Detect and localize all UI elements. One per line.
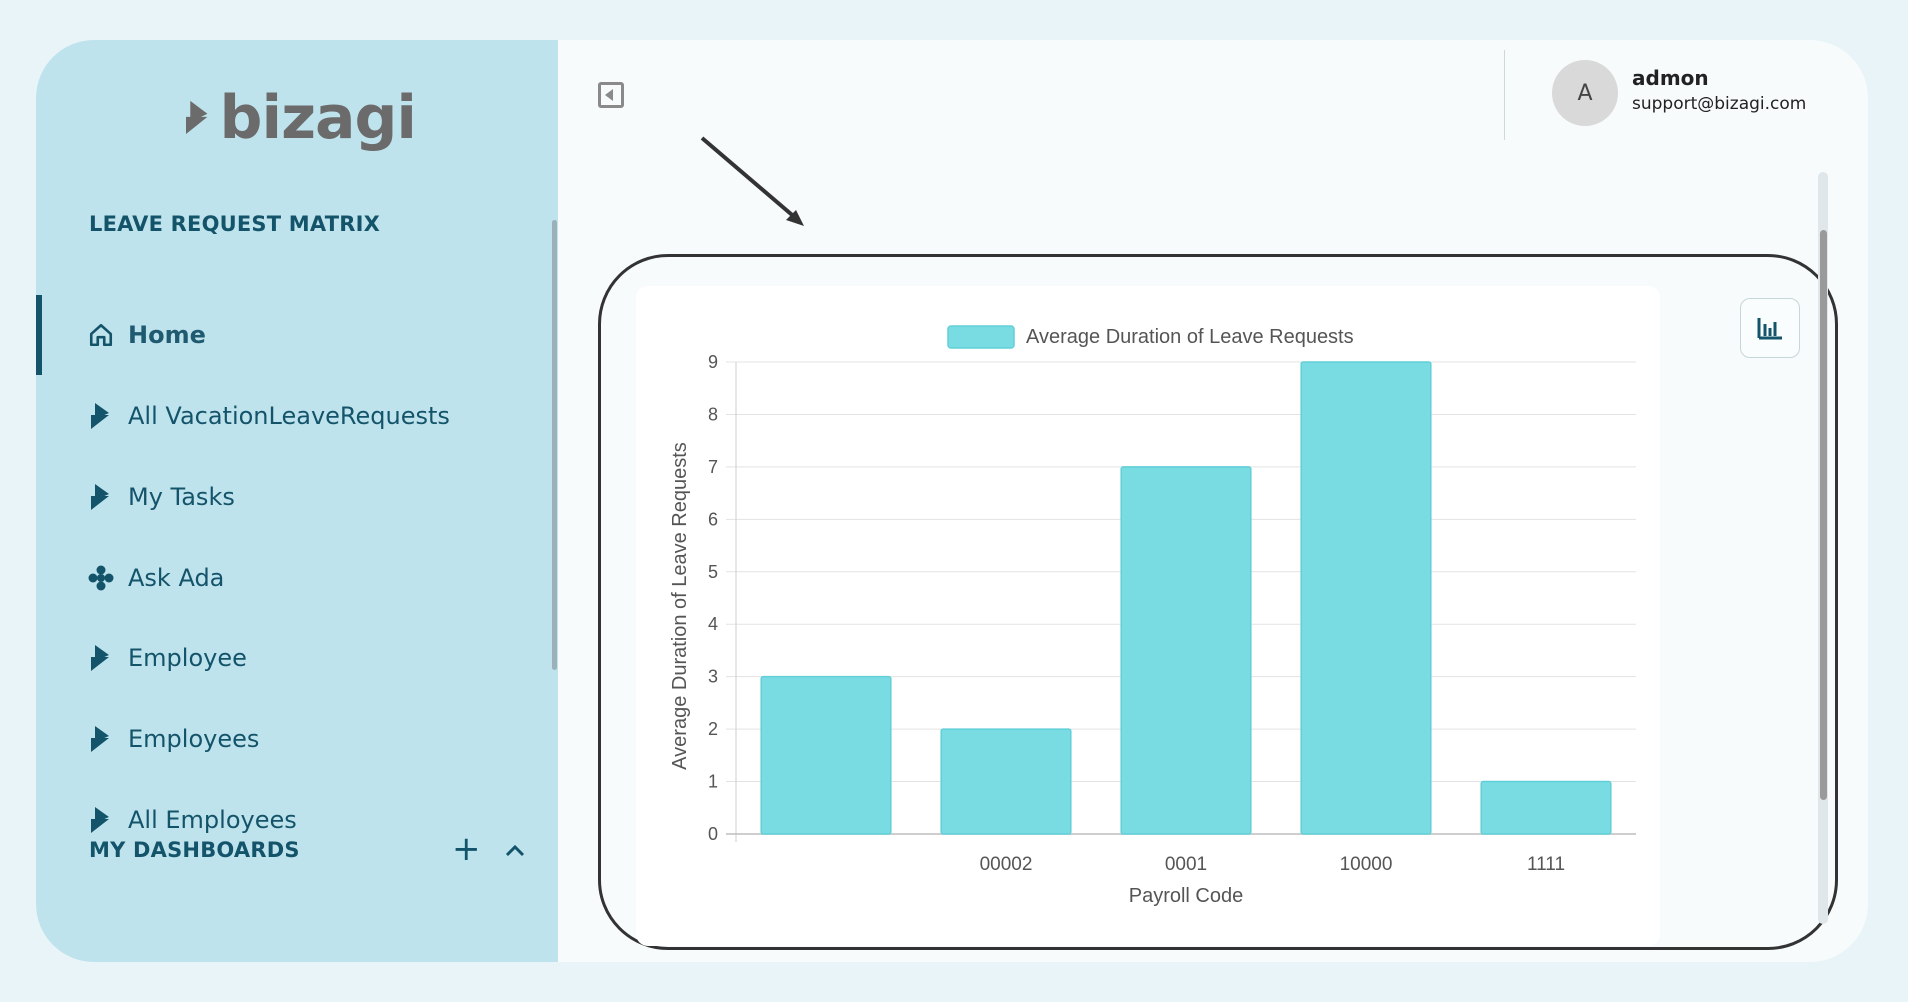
sidebar-item-label: Employee (128, 644, 247, 672)
bizagi-logo[interactable]: bizagi (186, 78, 417, 158)
bizagi-process-icon (88, 403, 114, 429)
x-tick-label: 10000 (1340, 854, 1393, 875)
main-content: A admon support@bizagi.com 0 1 2 3 4 5 6 7 8 9 000… (558, 40, 1868, 962)
sidebar-item-home[interactable]: Home (36, 295, 546, 375)
bar (1480, 780, 1612, 835)
y-tick-label: 8 (708, 404, 718, 424)
header-divider (1504, 50, 1505, 140)
app-window: bizagi LEAVE REQUEST MATRIX Home All Vaca… (36, 40, 1868, 962)
logo-text: bizagi (219, 83, 417, 153)
y-tick-label: 3 (708, 667, 718, 687)
collapse-dashboards-button[interactable] (505, 836, 525, 862)
y-tick-label: 1 (708, 772, 718, 792)
chevron-up-icon (505, 844, 524, 857)
app-section-title: LEAVE REQUEST MATRIX (89, 212, 381, 236)
y-axis-label: Average Duration of Leave Requests (669, 442, 691, 770)
home-icon (88, 322, 114, 348)
x-tick-label: 0001 (1165, 854, 1207, 875)
bar-chart: 0 1 2 3 4 5 6 7 8 9 00002 0001 10000 1111 Average Dura… (669, 325, 1636, 907)
dashboards-actions: + (452, 832, 525, 866)
annotation-highlight-frame (598, 254, 1838, 950)
main-scrollbar-thumb[interactable] (1820, 230, 1827, 800)
y-tick-label: 9 (708, 352, 718, 372)
bizagi-process-icon (88, 726, 114, 752)
bar-chart-icon (1757, 318, 1782, 340)
bizagi-process-icon (88, 484, 114, 510)
bar (1120, 466, 1252, 835)
bizagi-process-icon (88, 807, 114, 833)
y-tick-label: 5 (708, 562, 718, 582)
bar (1300, 361, 1432, 835)
chart-type-button[interactable] (1740, 298, 1800, 358)
dashboards-title: MY DASHBOARDS (89, 838, 300, 862)
add-dashboard-button[interactable]: + (452, 829, 481, 869)
y-tick-label: 2 (708, 719, 718, 739)
sidebar-item-label: Ask Ada (128, 564, 225, 592)
user-email: support@bizagi.com (1632, 94, 1807, 114)
bar (760, 675, 892, 835)
sidebar-item-my-tasks[interactable]: My Tasks (36, 457, 546, 537)
sidebar-item-label: Employees (128, 725, 260, 753)
user-name: admon (1632, 66, 1709, 90)
y-tick-label: 4 (708, 614, 718, 634)
legend-swatch (947, 325, 1015, 349)
sidebar-scrollbar[interactable] (552, 220, 557, 670)
sidebar-item-ask-ada[interactable]: Ask Ada (36, 538, 546, 618)
x-axis-label: Payroll Code (1129, 885, 1244, 907)
avatar[interactable]: A (1552, 60, 1618, 126)
sidebar-item-label: My Tasks (128, 483, 235, 511)
sidebar-item-all-employees[interactable]: All Employees (36, 780, 546, 860)
sidebar-item-label: All Employees (128, 806, 297, 834)
ada-asterisk-icon (88, 565, 114, 591)
y-tick-label: 0 (708, 824, 718, 844)
y-tick-label: 6 (708, 509, 718, 529)
sidebar: bizagi LEAVE REQUEST MATRIX Home All Vaca… (36, 40, 558, 962)
legend-label: Average Duration of Leave Requests (1026, 326, 1354, 348)
bar (940, 728, 1072, 835)
x-tick-label: 1111 (1527, 854, 1565, 875)
bizagi-process-icon (88, 645, 114, 671)
y-tick-label: 7 (708, 457, 718, 477)
sidebar-item-all-vacationleaverequests[interactable]: All VacationLeaveRequests (36, 376, 546, 456)
sidebar-item-employee[interactable]: Employee (36, 618, 546, 698)
sidebar-item-label: Home (128, 321, 206, 349)
bizagi-logo-icon (186, 100, 208, 135)
chart-card: 0 1 2 3 4 5 6 7 8 9 00002 0001 10000 1111 Average Dura… (636, 286, 1660, 946)
annotation-arrow (700, 136, 804, 226)
sidebar-item-employees[interactable]: Employees (36, 699, 546, 779)
sidebar-item-label: All VacationLeaveRequests (128, 402, 450, 430)
x-tick-label: 00002 (980, 854, 1033, 875)
collapse-sidebar-button[interactable] (598, 82, 624, 108)
